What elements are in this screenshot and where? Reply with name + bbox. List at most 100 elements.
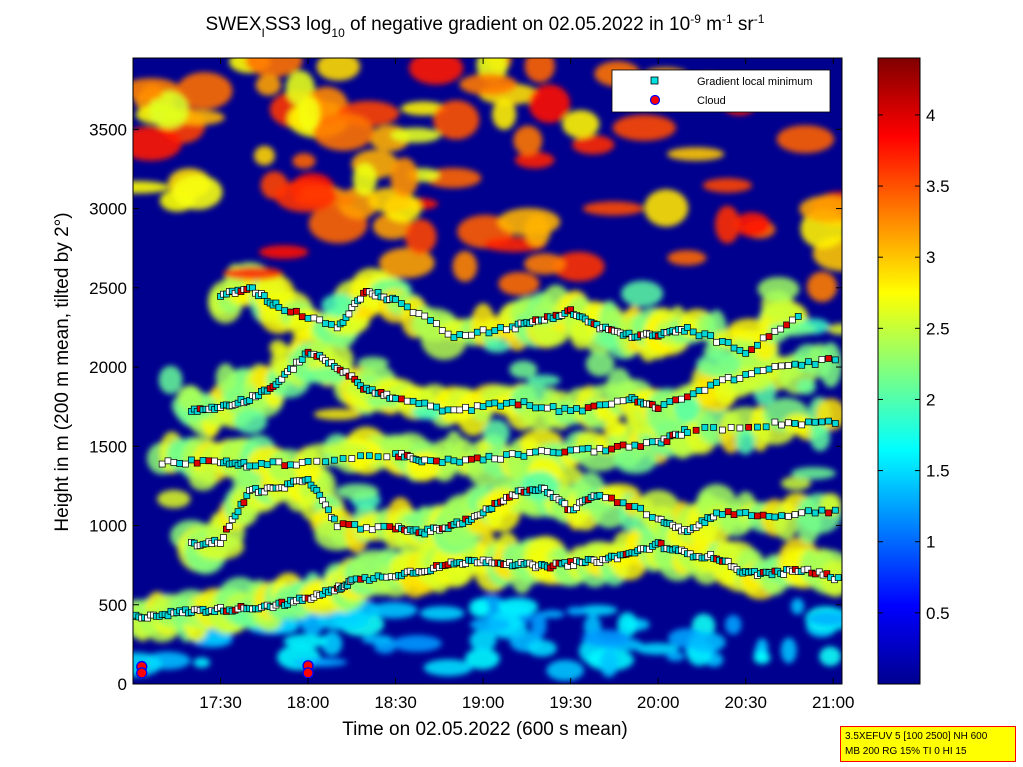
gradient-minimum-marker — [333, 523, 341, 531]
legend-marker-gradient-minimum — [650, 76, 659, 85]
gradient-minimum-marker — [608, 445, 615, 453]
gradient-minimum-marker — [578, 407, 586, 415]
gradient-minimum-marker — [608, 494, 615, 502]
gradient-minimum-marker — [805, 358, 812, 366]
gradient-minimum-marker — [625, 443, 633, 451]
heat-cell — [635, 642, 680, 655]
gradient-minimum-marker — [602, 401, 610, 409]
gradient-minimum-marker — [719, 338, 726, 345]
gradient-minimum-marker — [818, 356, 826, 363]
gradient-minimum-marker — [794, 313, 802, 320]
heat-cell — [483, 419, 510, 447]
x-axis: 17:30 18:00 18:30 19:00 19:30 20:00 20:30 21:00 — [199, 58, 855, 712]
gradient-minimum-marker — [748, 346, 755, 353]
heat-cell — [498, 271, 540, 296]
heat-cell — [289, 295, 331, 307]
gradient-minimum-marker — [818, 506, 826, 514]
heat-cell — [404, 219, 437, 255]
heat-cell — [176, 72, 233, 110]
gradient-minimum-marker — [188, 456, 195, 464]
gradient-minimum-marker — [784, 512, 792, 520]
gradient-minimum-marker — [684, 324, 691, 331]
heat-cell — [469, 617, 511, 632]
gradient-minimum-marker — [561, 500, 569, 508]
gradient-minimum-marker — [438, 327, 446, 334]
gradient-minimum-marker — [304, 476, 312, 483]
gradient-minimum-marker — [473, 402, 481, 410]
gradient-minimum-marker — [357, 525, 364, 533]
gradient-minimum-marker — [555, 449, 563, 457]
gradient-minimum-marker — [351, 521, 359, 528]
gradient-minimum-marker — [485, 400, 493, 408]
x-tick-label: 19:30 — [549, 693, 592, 712]
gradient-minimum-marker — [456, 458, 464, 466]
gradient-minimum-marker — [325, 506, 332, 514]
heat-cell — [666, 651, 685, 662]
heat-cell — [462, 76, 483, 103]
gradient-minimum-marker — [777, 325, 785, 333]
heat-cell — [546, 659, 584, 681]
gradient-minimum-marker — [491, 399, 499, 407]
heat-cell — [483, 339, 511, 353]
heat-cell — [524, 253, 566, 275]
heat-cell — [336, 483, 379, 500]
heat-cell — [724, 614, 742, 635]
heat-cell — [734, 212, 771, 237]
heat-cell — [688, 631, 726, 653]
heat-cell — [321, 631, 343, 656]
gradient-minimum-marker — [713, 338, 720, 346]
gradient-minimum-marker — [684, 393, 691, 401]
heat-cell — [492, 98, 517, 130]
gradient-minimum-marker — [765, 513, 773, 520]
heat-cell — [790, 598, 805, 615]
heat-cell — [218, 339, 234, 354]
colorbar-tick-label: 0.5 — [926, 604, 950, 623]
gradient-minimum-marker — [573, 405, 580, 412]
gradient-minimum-marker — [310, 314, 318, 322]
gradient-minimum-marker — [748, 370, 755, 378]
gradient-minimum-marker — [567, 446, 575, 454]
heat-cell — [148, 276, 202, 292]
heat-cell — [791, 467, 836, 480]
gradient-minimum-marker — [713, 509, 720, 517]
gradient-minimum-marker — [409, 309, 417, 316]
heat-cell — [298, 95, 320, 132]
gradient-minimum-marker — [444, 406, 452, 414]
heat-cell — [819, 342, 842, 388]
heat-cell — [353, 307, 393, 329]
gradient-minimum-marker — [438, 407, 446, 415]
gradient-minimum-marker — [456, 406, 464, 414]
x-tick-label: 20:00 — [637, 693, 680, 712]
gradient-minimum-marker — [345, 521, 353, 528]
plot-frame — [132, 57, 843, 685]
gradient-minimum-marker — [538, 404, 545, 412]
heat-cell — [425, 167, 482, 189]
gradient-minimum-marker — [485, 452, 493, 460]
gradient-minimum-marker — [330, 456, 338, 464]
gradient-minimum-marker — [427, 402, 434, 410]
gradient-minimum-marker — [736, 375, 744, 382]
gradient-minimum-marker — [526, 402, 534, 409]
gradient-minimum-marker — [695, 332, 703, 340]
heat-cell — [193, 657, 211, 668]
gradient-minimum-marker — [263, 461, 271, 469]
gradient-minimum-marker — [298, 458, 306, 466]
gradient-minimum-marker — [811, 418, 819, 426]
heat-cell — [133, 652, 162, 677]
gradient-minimum-marker — [415, 400, 423, 407]
gradient-minimum-marker — [678, 431, 685, 439]
heat-cell — [316, 58, 361, 81]
gradient-minimum-marker — [724, 508, 732, 516]
gradient-minimum-marker — [549, 403, 557, 410]
heat-cell — [527, 639, 557, 657]
gradient-minimum-marker — [281, 307, 289, 315]
y-tick-label: 500 — [99, 596, 127, 615]
gradient-minimum-marker — [365, 452, 373, 460]
gradient-minimum-marker — [805, 418, 812, 426]
legend-box — [611, 69, 831, 113]
heat-cell — [435, 139, 458, 153]
gradient-minimum-marker — [491, 455, 499, 463]
gradient-minimum-marker — [258, 460, 265, 467]
gradient-minimum-marker — [433, 403, 440, 411]
gradient-minimum-marker — [754, 341, 761, 349]
